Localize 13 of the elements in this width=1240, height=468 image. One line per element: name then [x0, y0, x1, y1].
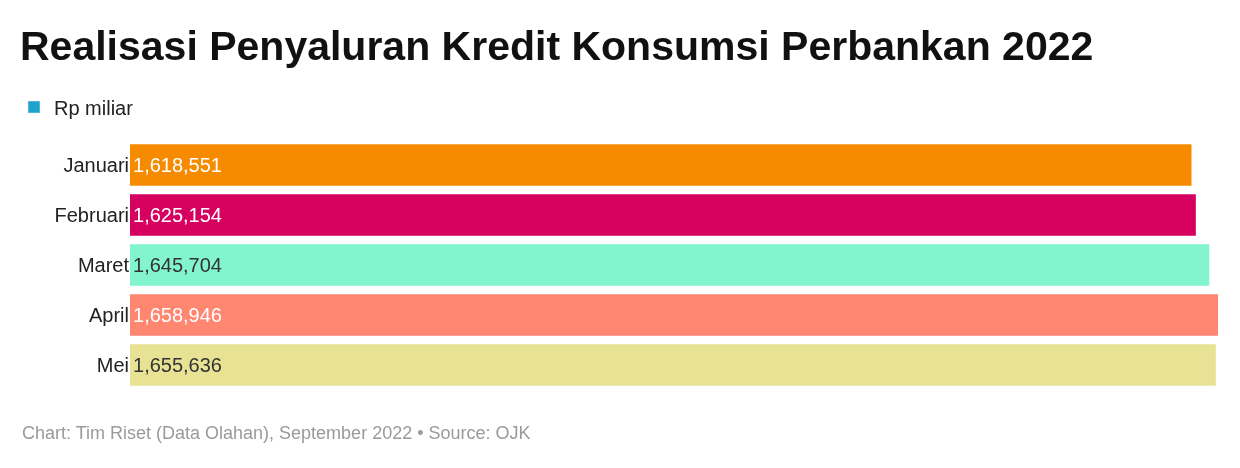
text: Chart: Tim Riset (Data Olahan), September 2022 • Source: OJK: [22, 423, 531, 443]
data-label: 1,645,704: [133, 254, 222, 276]
data-label: 1,658,946: [133, 304, 222, 326]
chart-title: Realisasi Penyaluran Kredit Konsumsi Perbankan 2022: [20, 23, 1094, 70]
y-tick-label: April: [88, 304, 129, 326]
y-tick-label: Maret: [77, 254, 130, 276]
series-label: Rp miliar: [54, 96, 134, 119]
data-label: 1,618,551: [133, 154, 222, 176]
y-tick-label: Mei: [96, 354, 129, 376]
data-label: 1,655,636: [133, 354, 222, 376]
y-tick-label: Februari: [54, 204, 129, 226]
data-label: 1,625,154: [133, 204, 222, 226]
y-tick-label: Januari: [63, 154, 129, 176]
